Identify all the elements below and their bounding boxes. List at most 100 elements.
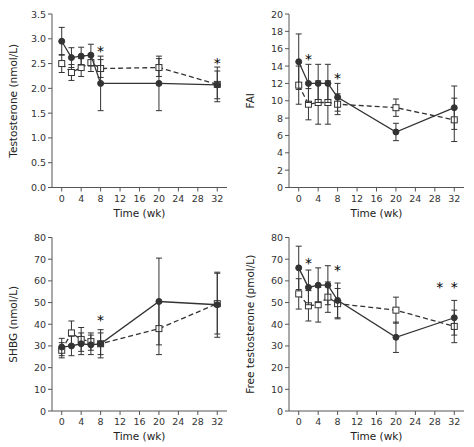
error-bar	[451, 300, 457, 335]
annotation: *	[305, 255, 312, 271]
error-bar	[296, 34, 302, 90]
y-tick	[285, 411, 289, 412]
x-tick	[197, 411, 198, 415]
y-tick	[48, 137, 52, 138]
y-tick	[285, 100, 289, 101]
y-tick	[48, 14, 52, 15]
y-tick	[285, 302, 289, 303]
figure: 0.00.51.01.52.02.53.03.5048121620242832T…	[0, 0, 474, 447]
panel: 01020304050607080048121620242832Time (wk…	[244, 232, 464, 442]
y-tick-label: 10	[271, 95, 283, 106]
x-tick	[434, 411, 435, 415]
series	[296, 34, 458, 141]
y-tick-label: 80	[271, 232, 283, 243]
x-tick-label: 12	[351, 416, 363, 427]
marker	[59, 344, 65, 350]
error-bar	[98, 56, 104, 111]
marker	[214, 81, 220, 87]
y-tick-label: 1.5	[31, 108, 46, 119]
y-tick-label: 0.0	[31, 182, 46, 193]
x-tick	[376, 188, 377, 192]
annotation: *	[305, 51, 312, 67]
marker	[296, 291, 302, 297]
x-tick-label: 28	[192, 193, 204, 204]
y-tick	[285, 152, 289, 153]
error-bar	[88, 335, 94, 355]
marker	[325, 80, 331, 86]
y-tick-label: 60	[271, 275, 283, 286]
error-bar	[296, 246, 302, 289]
series-line	[62, 63, 218, 85]
x-tick-label: 4	[78, 416, 84, 427]
y-tick-label: 10	[34, 384, 46, 395]
x-tick-label: 0	[296, 193, 302, 204]
y-tick-label: 0	[277, 182, 283, 193]
series	[296, 66, 458, 141]
error-bar	[214, 272, 220, 337]
series-line	[299, 62, 455, 132]
x-tick	[298, 188, 299, 192]
marker	[59, 38, 65, 44]
y-tick	[285, 135, 289, 136]
y-tick-label: 10	[271, 384, 283, 395]
y-tick-label: 60	[34, 275, 46, 286]
y-tick	[48, 345, 52, 346]
y-tick	[48, 38, 52, 39]
x-tick-label: 16	[370, 193, 382, 204]
x-tick	[100, 188, 101, 192]
x-axis-label: Time (wk)	[350, 430, 403, 442]
x-tick	[217, 411, 218, 415]
x-tick	[178, 188, 179, 192]
x-tick-label: 4	[315, 193, 321, 204]
y-tick	[48, 113, 52, 114]
x-tick-label: 32	[211, 416, 223, 427]
x-tick	[298, 411, 299, 415]
series-line	[299, 85, 455, 120]
y-tick	[285, 14, 289, 15]
marker	[78, 341, 84, 347]
panel: 0.00.51.01.52.02.53.03.5048121620242832T…	[7, 9, 227, 219]
x-tick-label: 12	[114, 416, 126, 427]
marker	[335, 297, 341, 303]
x-tick-label: 8	[335, 193, 341, 204]
panel: 01020304050607080048121620242832Time (wk…	[7, 232, 227, 442]
y-tick	[48, 162, 52, 163]
x-tick	[337, 188, 338, 192]
x-tick-label: 32	[211, 193, 223, 204]
x-tick-label: 24	[409, 416, 421, 427]
x-tick	[178, 411, 179, 415]
y-tick	[285, 170, 289, 171]
y-tick-label: 50	[34, 297, 46, 308]
x-tick-label: 20	[390, 416, 402, 427]
marker	[88, 342, 94, 348]
series	[59, 54, 221, 102]
y-tick-label: 18	[271, 26, 283, 37]
error-bar	[325, 266, 331, 305]
annotation: *	[334, 70, 341, 86]
series	[59, 27, 221, 110]
y-tick	[285, 187, 289, 188]
marker	[393, 307, 399, 313]
marker	[393, 334, 399, 340]
error-bar	[393, 123, 399, 140]
x-tick	[61, 411, 62, 415]
y-tick	[48, 411, 52, 412]
plot-area	[296, 34, 458, 142]
y-tick-label: 20	[271, 9, 283, 20]
annotation: *	[451, 279, 458, 295]
x-tick	[197, 188, 198, 192]
y-tick	[285, 83, 289, 84]
y-axis-label: SHBG (nmol/L)	[7, 286, 19, 363]
y-axis-label: Free testosterone (pmol/L)	[244, 255, 256, 394]
x-tick-label: 4	[315, 416, 321, 427]
marker	[68, 330, 74, 336]
y-tick-label: 40	[34, 319, 46, 330]
x-tick-label: 4	[78, 193, 84, 204]
marker	[393, 129, 399, 135]
y-tick	[48, 259, 52, 260]
y-tick	[285, 280, 289, 281]
series-line	[62, 301, 218, 347]
marker	[296, 59, 302, 65]
plot-area	[59, 258, 221, 358]
x-tick-label: 0	[296, 416, 302, 427]
